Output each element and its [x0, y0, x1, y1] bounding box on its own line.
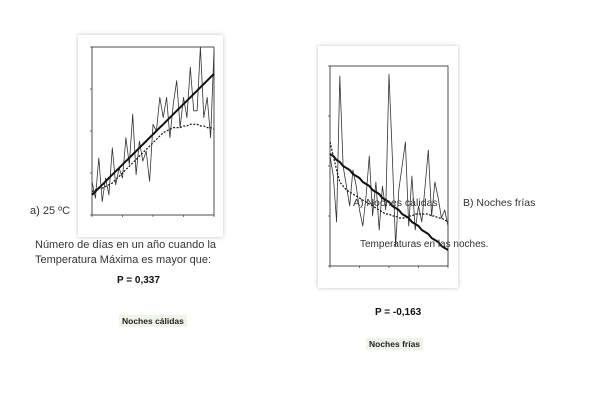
observed-series-line	[329, 73, 449, 247]
left-caption: Noches cálidas	[119, 315, 187, 327]
right-legend-a: A) Noches cálidas	[353, 197, 438, 209]
left-chart	[90, 46, 215, 217]
left-description-line1: Número de días en un año cuando la	[35, 239, 217, 251]
right-description: Temperaturas en las noches.	[360, 239, 489, 250]
trend-series-line	[329, 153, 449, 251]
left-threshold-label: a) 25 ºC	[30, 205, 71, 217]
left-chart-panel	[78, 35, 223, 237]
right-chart	[328, 65, 449, 268]
observed-series-line	[91, 46, 215, 203]
right-legend-b: B) Noches frías	[463, 197, 536, 209]
smoothed-series-line	[91, 123, 215, 193]
right-caption: Noches frías	[366, 338, 424, 350]
left-p-value: P = 0,337	[117, 275, 160, 286]
right-chart-panel	[318, 46, 458, 288]
trend-series-line	[91, 73, 215, 196]
right-p-value: P = -0,163	[375, 307, 422, 318]
left-description-line2: Temperatura Máxima es mayor que:	[35, 254, 212, 266]
